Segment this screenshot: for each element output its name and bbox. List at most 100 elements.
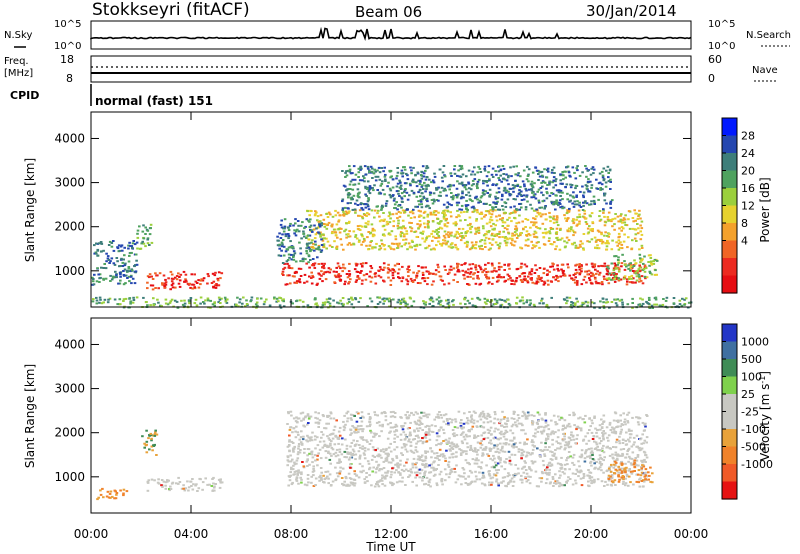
power-cell: [533, 272, 537, 274]
power-cell: [494, 302, 498, 305]
power-cell: [132, 299, 136, 301]
velocity-cell: [436, 457, 439, 460]
power-cell: [368, 171, 371, 173]
power-cell: [289, 240, 292, 243]
power-cell: [603, 192, 607, 195]
power-cell: [341, 207, 345, 210]
velocity-cell: [558, 447, 562, 450]
power-cell: [427, 221, 430, 224]
power-cell: [149, 223, 153, 226]
velocity-cell: [300, 478, 303, 481]
velocity-cell: [353, 470, 356, 473]
power-cell: [653, 273, 657, 276]
colorbar-segment: [722, 135, 737, 154]
power-cell: [360, 270, 363, 272]
power-cell: [394, 238, 398, 241]
velocity-cell: [492, 473, 496, 476]
power-cell: [298, 281, 302, 284]
velocity-cell: [482, 414, 486, 417]
velocity-cell: [428, 464, 431, 467]
power-cell: [325, 227, 329, 230]
power-cell: [501, 177, 505, 180]
power-cell: [319, 220, 322, 223]
power-cell: [401, 209, 405, 212]
velocity-cell: [462, 475, 465, 478]
power-cell: [434, 213, 438, 216]
velocity-cell: [357, 428, 361, 431]
velocity-cell: [470, 471, 474, 474]
velocity-cell: [395, 455, 398, 458]
velocity-cell: [380, 412, 384, 415]
power-cell: [525, 301, 528, 304]
power-cell: [548, 230, 551, 233]
velocity-cell: [401, 454, 404, 456]
power-cell: [286, 262, 289, 265]
velocity-cell: [620, 428, 623, 431]
power-cell: [320, 274, 323, 277]
velocity-cell: [368, 474, 371, 477]
power-cell: [624, 224, 627, 226]
velocity-cell: [602, 471, 605, 474]
power-cell: [604, 242, 607, 245]
power-cell: [552, 268, 556, 271]
velocity-cell: [488, 474, 492, 477]
velocity-cell: [336, 461, 339, 464]
power-cell: [361, 235, 364, 238]
velocity-cell: [365, 472, 368, 474]
power-cell: [574, 184, 578, 187]
power-cell: [496, 276, 499, 279]
velocity-cell: [331, 480, 335, 483]
power-cell: [633, 237, 637, 240]
velocity-cell: [635, 416, 638, 419]
velocity-cell: [422, 411, 426, 414]
velocity-cell: [553, 452, 556, 455]
power-cell: [378, 301, 382, 304]
power-cell: [544, 232, 548, 235]
power-cell: [456, 270, 459, 273]
power-cell: [371, 247, 374, 250]
velocity-cell: [560, 483, 564, 486]
power-cell: [575, 194, 578, 197]
power-cell: [411, 281, 415, 283]
power-cell: [471, 244, 475, 247]
power-cell: [414, 248, 417, 251]
velocity-cell: [621, 482, 625, 485]
power-cell: [564, 186, 567, 188]
velocity-cell: [583, 421, 587, 424]
power-cell: [362, 175, 365, 178]
power-cell: [392, 248, 396, 251]
power-cell: [299, 252, 303, 255]
power-cell: [360, 167, 363, 170]
power-cell: [459, 211, 463, 214]
power-cell: [463, 297, 466, 300]
power-cell: [341, 297, 345, 299]
power-cell: [308, 242, 311, 245]
power-cell: [219, 302, 222, 304]
freq-tick-left-bottom: 8: [66, 72, 73, 85]
velocity-cell: [420, 411, 423, 414]
velocity-cell: [413, 430, 416, 433]
velocity-cell: [544, 419, 548, 422]
power-cell: [502, 276, 505, 279]
velocity-cell: [361, 428, 365, 431]
power-cell: [393, 306, 397, 309]
velocity-cell: [416, 458, 420, 461]
power-cell: [110, 278, 114, 281]
velocity-cell: [327, 452, 330, 454]
power-cell: [432, 198, 436, 201]
power-cell: [530, 196, 533, 199]
power-cell: [559, 173, 562, 176]
velocity-cell: [354, 428, 358, 431]
power-cell: [576, 169, 579, 172]
velocity-cell: [324, 477, 328, 480]
power-cell: [638, 253, 642, 256]
power-cell: [386, 185, 389, 188]
power-cell: [617, 261, 620, 264]
velocity-cell: [382, 448, 385, 451]
power-cell: [380, 219, 383, 222]
velocity-cell: [637, 464, 640, 467]
power-cell: [502, 167, 506, 170]
power-cell: [344, 185, 347, 188]
velocity-cell: [607, 476, 610, 479]
velocity-cell: [615, 426, 618, 429]
